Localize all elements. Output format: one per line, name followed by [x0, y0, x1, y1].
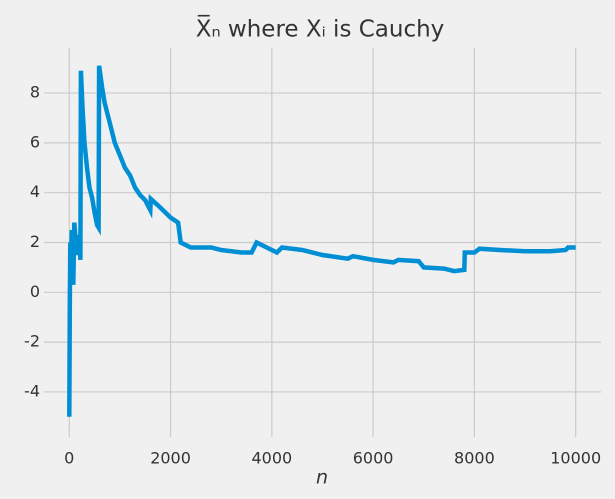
x-axis-label: n: [316, 467, 328, 489]
y-tick-label: 8: [30, 83, 40, 102]
y-tick-label: -2: [24, 332, 40, 351]
data-line: [67, 65, 576, 417]
x-tick-label: 2000: [150, 449, 191, 468]
x-tick-label: 0: [64, 449, 74, 468]
y-tick-label: 0: [30, 282, 40, 301]
y-tick-label: 6: [30, 132, 40, 151]
y-tick-label: 4: [30, 182, 40, 201]
x-tick-label: 10000: [550, 449, 601, 468]
y-tick-label: 2: [30, 232, 40, 251]
x-tick-label: 8000: [454, 449, 495, 468]
chart-title: X̅ₙ where Xᵢ is Cauchy: [196, 14, 445, 42]
x-tick-label: 4000: [251, 449, 292, 468]
x-tick-label: 6000: [353, 449, 394, 468]
y-tick-label: -4: [24, 381, 40, 400]
